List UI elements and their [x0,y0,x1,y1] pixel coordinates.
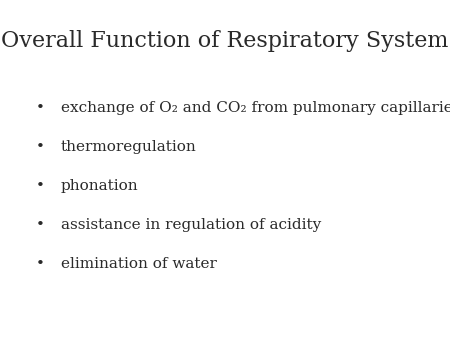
Text: Overall Function of Respiratory System: Overall Function of Respiratory System [1,29,449,52]
Text: assistance in regulation of acidity: assistance in regulation of acidity [61,218,321,232]
Text: •: • [36,179,45,193]
Text: •: • [36,101,45,115]
Text: •: • [36,218,45,232]
Text: phonation: phonation [61,179,139,193]
Text: •: • [36,140,45,154]
Text: elimination of water: elimination of water [61,257,216,271]
Text: •: • [36,257,45,271]
Text: thermoregulation: thermoregulation [61,140,197,154]
Text: exchange of O₂ and CO₂ from pulmonary capillaries: exchange of O₂ and CO₂ from pulmonary ca… [61,101,450,115]
